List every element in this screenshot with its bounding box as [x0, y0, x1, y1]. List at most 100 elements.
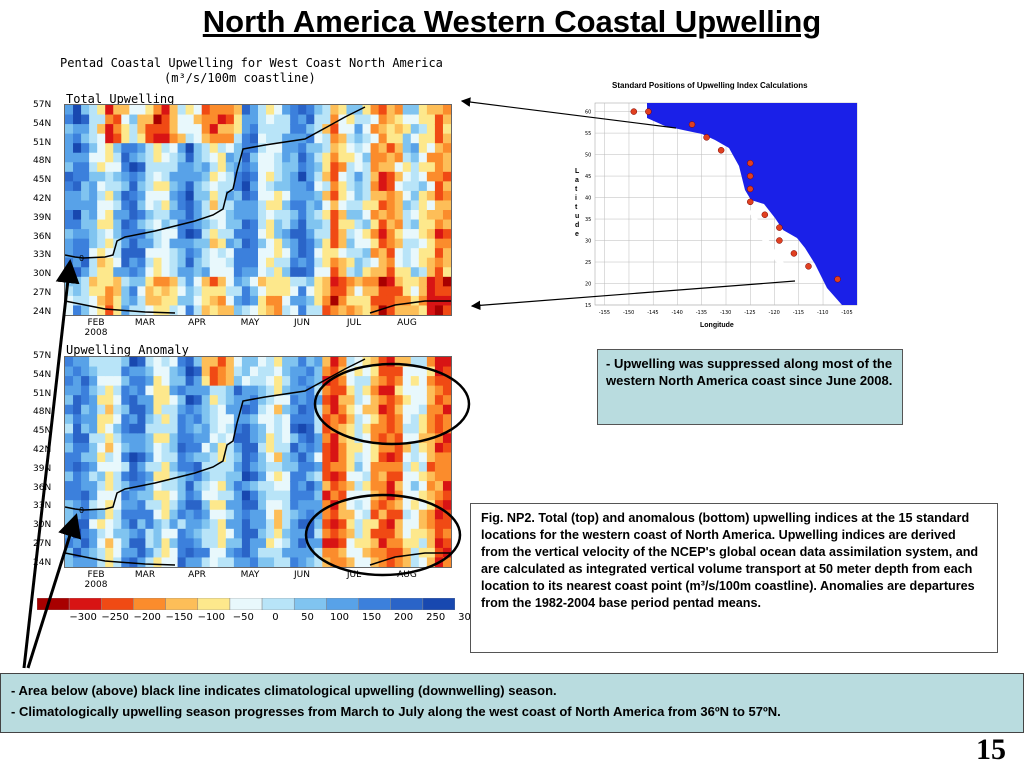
heatmap-cell — [290, 404, 299, 415]
heatmap-cell — [217, 124, 227, 135]
heatmap-cell — [410, 462, 420, 473]
heatmap-cell — [193, 295, 203, 307]
heatmap-cell — [418, 462, 428, 473]
heatmap-cell — [137, 433, 147, 444]
heatmap-cell — [266, 124, 275, 135]
heatmap-cell — [73, 181, 82, 192]
heatmap-cell — [258, 442, 267, 454]
heatmap-cell — [249, 105, 259, 116]
heatmap-cell — [169, 538, 179, 549]
heatmap-cell — [201, 305, 211, 315]
heatmap-cell — [290, 357, 299, 368]
heatmap-cell — [330, 357, 340, 368]
heatmap-cell — [386, 376, 396, 387]
heatmap-cell — [169, 395, 179, 406]
heatmap-cell — [89, 162, 98, 173]
heatmap-cell — [282, 376, 291, 387]
heatmap-cell — [73, 385, 82, 396]
heatmap-cell — [153, 557, 163, 567]
heatmap-cell — [394, 248, 404, 259]
heatmap-cell — [105, 423, 114, 434]
heatmap-cell — [314, 519, 323, 530]
heatmap-cell — [410, 257, 420, 268]
heatmap-cell — [394, 395, 404, 406]
heatmap-cell — [370, 190, 380, 202]
heatmap-cell — [394, 500, 404, 511]
heatmap-cell — [274, 481, 283, 492]
heatmap-cell — [290, 547, 299, 559]
heatmap-cell — [73, 433, 82, 444]
heatmap-cell — [129, 385, 138, 396]
heatmap-cell — [330, 423, 340, 434]
colorbar-tick-label: 300 — [458, 612, 478, 623]
heatmap-cell — [434, 257, 444, 268]
heatmap-cell — [113, 114, 122, 125]
colorbar-swatch — [326, 598, 359, 610]
heatmap-cell — [105, 190, 114, 202]
heatmap-cell — [258, 357, 267, 368]
heatmap-cell — [153, 442, 163, 454]
heatmap-cell — [362, 500, 372, 511]
heatmap-cell — [137, 200, 147, 211]
heatmap-cell — [370, 133, 380, 144]
heatmap-cell — [402, 210, 412, 221]
heatmap-cell — [161, 528, 171, 539]
heatmap-cell — [121, 395, 130, 406]
heatmap-cell — [282, 181, 291, 192]
heatmap-cell — [169, 276, 179, 287]
top-panel-label: Total Upwelling — [66, 92, 175, 106]
heatmap-cell — [426, 286, 436, 297]
heatmap-cell — [121, 528, 130, 539]
heatmap-cell — [338, 414, 348, 425]
colorbar-swatch — [390, 598, 424, 610]
heatmap-cell — [426, 528, 436, 539]
heatmap-cell — [330, 190, 340, 202]
heatmap-cell — [362, 133, 372, 144]
heatmap-cell — [410, 500, 420, 511]
heatmap-cell — [249, 267, 259, 278]
station-marker — [776, 224, 783, 231]
heatmap-cell — [201, 547, 211, 559]
heatmap-cell — [378, 286, 388, 297]
heatmap-cell — [105, 286, 114, 297]
heatmap-cell — [362, 519, 372, 530]
heatmap-cell — [370, 509, 380, 520]
heatmap-cell — [129, 295, 138, 307]
heatmap-cell — [386, 238, 396, 249]
heatmap-cell — [322, 267, 331, 278]
heatmap-cell — [225, 105, 235, 116]
heatmap-cell — [201, 143, 211, 154]
heatmap-cell — [217, 181, 227, 192]
heatmap-cell — [322, 557, 331, 567]
heatmap-cell — [402, 490, 412, 501]
heatmap-cell — [169, 376, 179, 387]
heatmap-cell — [282, 105, 291, 116]
heatmap-cell — [249, 229, 259, 240]
x-tick-label: FEB 2008 — [84, 570, 108, 590]
heatmap-cell — [201, 190, 211, 202]
heatmap-cell — [65, 357, 74, 368]
heatmap-cell — [274, 152, 283, 163]
heatmap-cell — [394, 162, 404, 173]
heatmap-cell — [378, 133, 388, 144]
heatmap-cell — [314, 200, 323, 211]
heatmap-cell — [201, 219, 211, 230]
heatmap-cell — [169, 190, 179, 202]
heatmap-cell — [354, 295, 364, 307]
heatmap-cell — [193, 481, 203, 492]
heatmap-cell — [73, 442, 82, 454]
heatmap-cell — [354, 395, 364, 406]
heatmap-cell — [241, 124, 251, 135]
heatmap-cell — [185, 557, 195, 567]
heatmap-cell — [137, 376, 147, 387]
heatmap-cell — [161, 366, 171, 377]
heatmap-cell — [129, 133, 138, 144]
heatmap-cell — [209, 547, 219, 559]
heatmap-cell — [402, 305, 412, 315]
heatmap-cell — [386, 181, 396, 192]
heatmap-cell — [346, 114, 356, 125]
heatmap-cell — [97, 366, 106, 377]
heatmap-cell — [249, 295, 259, 307]
heatmap-cell — [233, 423, 243, 434]
heatmap-cell — [394, 481, 404, 492]
